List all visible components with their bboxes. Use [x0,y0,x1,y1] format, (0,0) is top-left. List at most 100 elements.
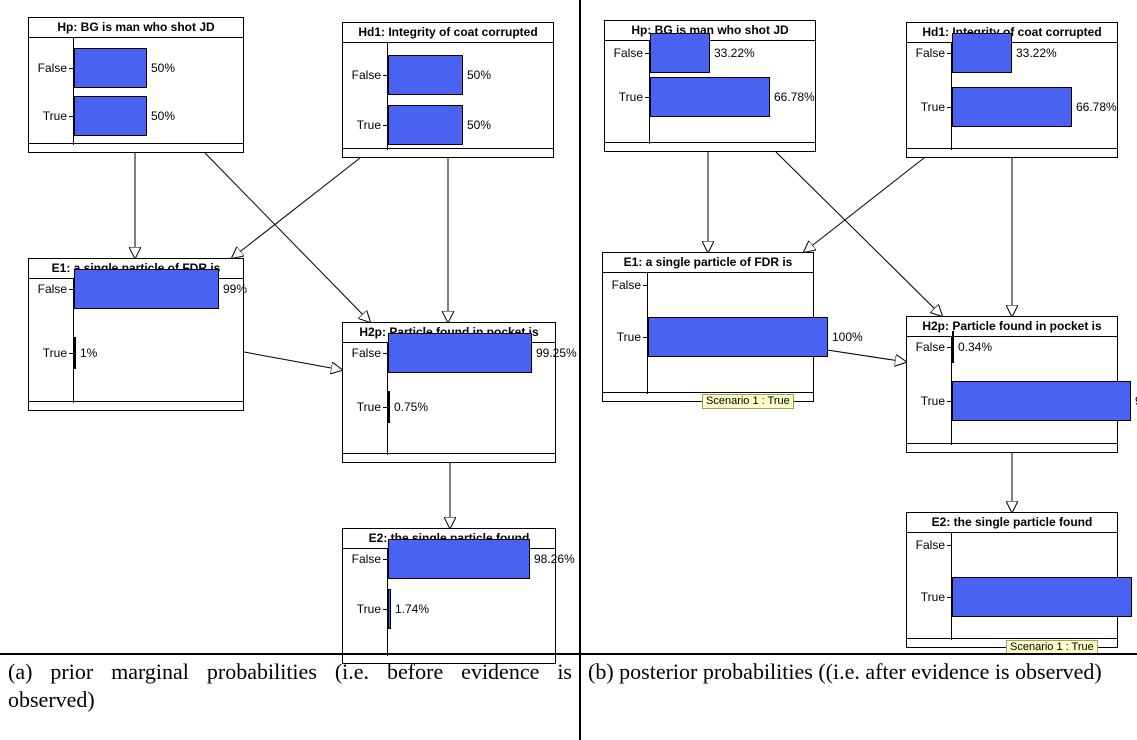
probability-value: 33.22% [1016,46,1057,60]
dependency-arrow [804,157,925,252]
node-e1[interactable]: E1: a single particle of FDR is False True… [602,252,863,402]
node-footer [605,142,815,151]
caption-prior: (a) prior marginal probabilities (i.e. b… [8,659,572,712]
state-label: False [915,46,945,60]
state-axis [951,43,952,150]
probability-bar [74,269,219,309]
state-label: True [920,394,945,408]
probability-value: 0.34% [958,340,993,354]
node-title: H2p: Particle found in pocket is [907,317,1117,337]
node-footer [343,453,555,462]
node-title: Hp: BG is man who shot JD [29,18,243,38]
probability-value: 1% [80,346,98,360]
state-label: True [618,90,643,104]
probability-bar [388,55,463,95]
probability-value: 99.66% [1135,394,1137,408]
node-e1[interactable]: E1: a single particle of FDR is False 99% T… [28,258,248,411]
dependency-arrow [775,151,942,316]
node-h2p[interactable]: H2p: Particle found in pocket is False 99.… [342,322,577,463]
node-footer [907,148,1117,157]
state-label: True [356,118,381,132]
probability-bar [952,331,954,363]
probability-bar [952,33,1012,73]
dependency-arrows [0,152,577,653]
dependency-arrows [584,151,1137,653]
state-axis [73,38,74,145]
node-footer [29,143,243,152]
probability-bar [388,539,530,579]
state-tick [643,285,647,286]
probability-value: 99% [223,282,248,296]
state-axis [387,43,388,150]
state-label: True [42,346,67,360]
node-e2[interactable]: E2: the single particle found False 98.26%… [342,528,575,664]
dependency-arrow [813,347,906,362]
vertical-divider [579,0,581,740]
state-label: True [616,330,641,344]
state-tick [947,545,951,546]
state-label: False [37,61,67,75]
state-tick [383,125,387,126]
probability-value: 66.78% [774,90,815,104]
state-axis [387,343,388,455]
probability-value: 98.26% [534,552,575,566]
state-tick [383,407,387,408]
probability-bar [388,105,463,145]
posterior-network-panel: Hp: BG is man who shot JD False 33.22% True… [584,0,1137,655]
node-title: Hd1: Integrity of coat corrupted [907,23,1117,43]
probability-value: 33.22% [714,46,755,60]
evidence-label: Scenario 1 : True [1006,640,1098,655]
state-axis [647,273,648,394]
node-footer [603,392,813,401]
node-footer [907,443,1117,452]
probability-bar [648,317,828,357]
state-axis [73,279,74,403]
probability-bar [952,381,1131,421]
state-label: True [42,109,67,123]
node-hp[interactable]: Hp: BG is man who shot JD False 33.22% True… [604,20,816,152]
node-e2[interactable]: E2: the single particle foundFalseTrue10… [906,512,1137,648]
state-tick [947,53,951,54]
state-tick [947,597,951,598]
state-tick [947,107,951,108]
node-hp[interactable]: Hp: BG is man who shot JD False 50% True 50% [28,17,244,153]
state-tick [645,53,649,54]
state-label: True [920,100,945,114]
probability-value: 50% [467,118,492,132]
state-tick [645,97,649,98]
probability-value: 50% [151,109,176,123]
probability-value: 1.74% [395,602,430,616]
state-tick [383,353,387,354]
node-hd1[interactable]: Hd1: Integrity of coat corrupted False 50%… [342,22,554,158]
probability-bar [74,96,147,136]
horizontal-divider [0,653,1137,655]
prior-network-panel: Hp: BG is man who shot JD False 50% True 50%… [0,0,577,664]
state-label: True [356,602,381,616]
state-tick [947,347,951,348]
state-axis [951,533,952,640]
probability-value: 66.78% [1076,100,1117,114]
state-label: False [351,68,381,82]
probability-value: 50% [467,68,492,82]
probability-bar [952,87,1072,127]
state-tick [383,75,387,76]
state-axis [649,41,650,144]
probability-bar [388,391,390,423]
state-label: False [351,346,381,360]
probability-value: 100% [832,330,863,344]
state-label: False [37,282,67,296]
probability-value: 0.75% [394,400,429,414]
state-label: False [351,552,381,566]
state-tick [69,289,73,290]
node-h2p[interactable]: H2p: Particle found in pocket is False 0.3… [906,316,1137,453]
state-label: True [356,400,381,414]
node-hd1[interactable]: Hd1: Integrity of coat corrupted False 33.… [906,22,1118,158]
state-tick [69,116,73,117]
state-tick [947,401,951,402]
dependency-arrow [243,351,342,370]
probability-bar [388,333,532,373]
state-label: False [915,340,945,354]
node-footer [29,401,243,410]
probability-value: 50% [151,61,176,75]
node-title: E1: a single particle of FDR is [603,253,813,273]
